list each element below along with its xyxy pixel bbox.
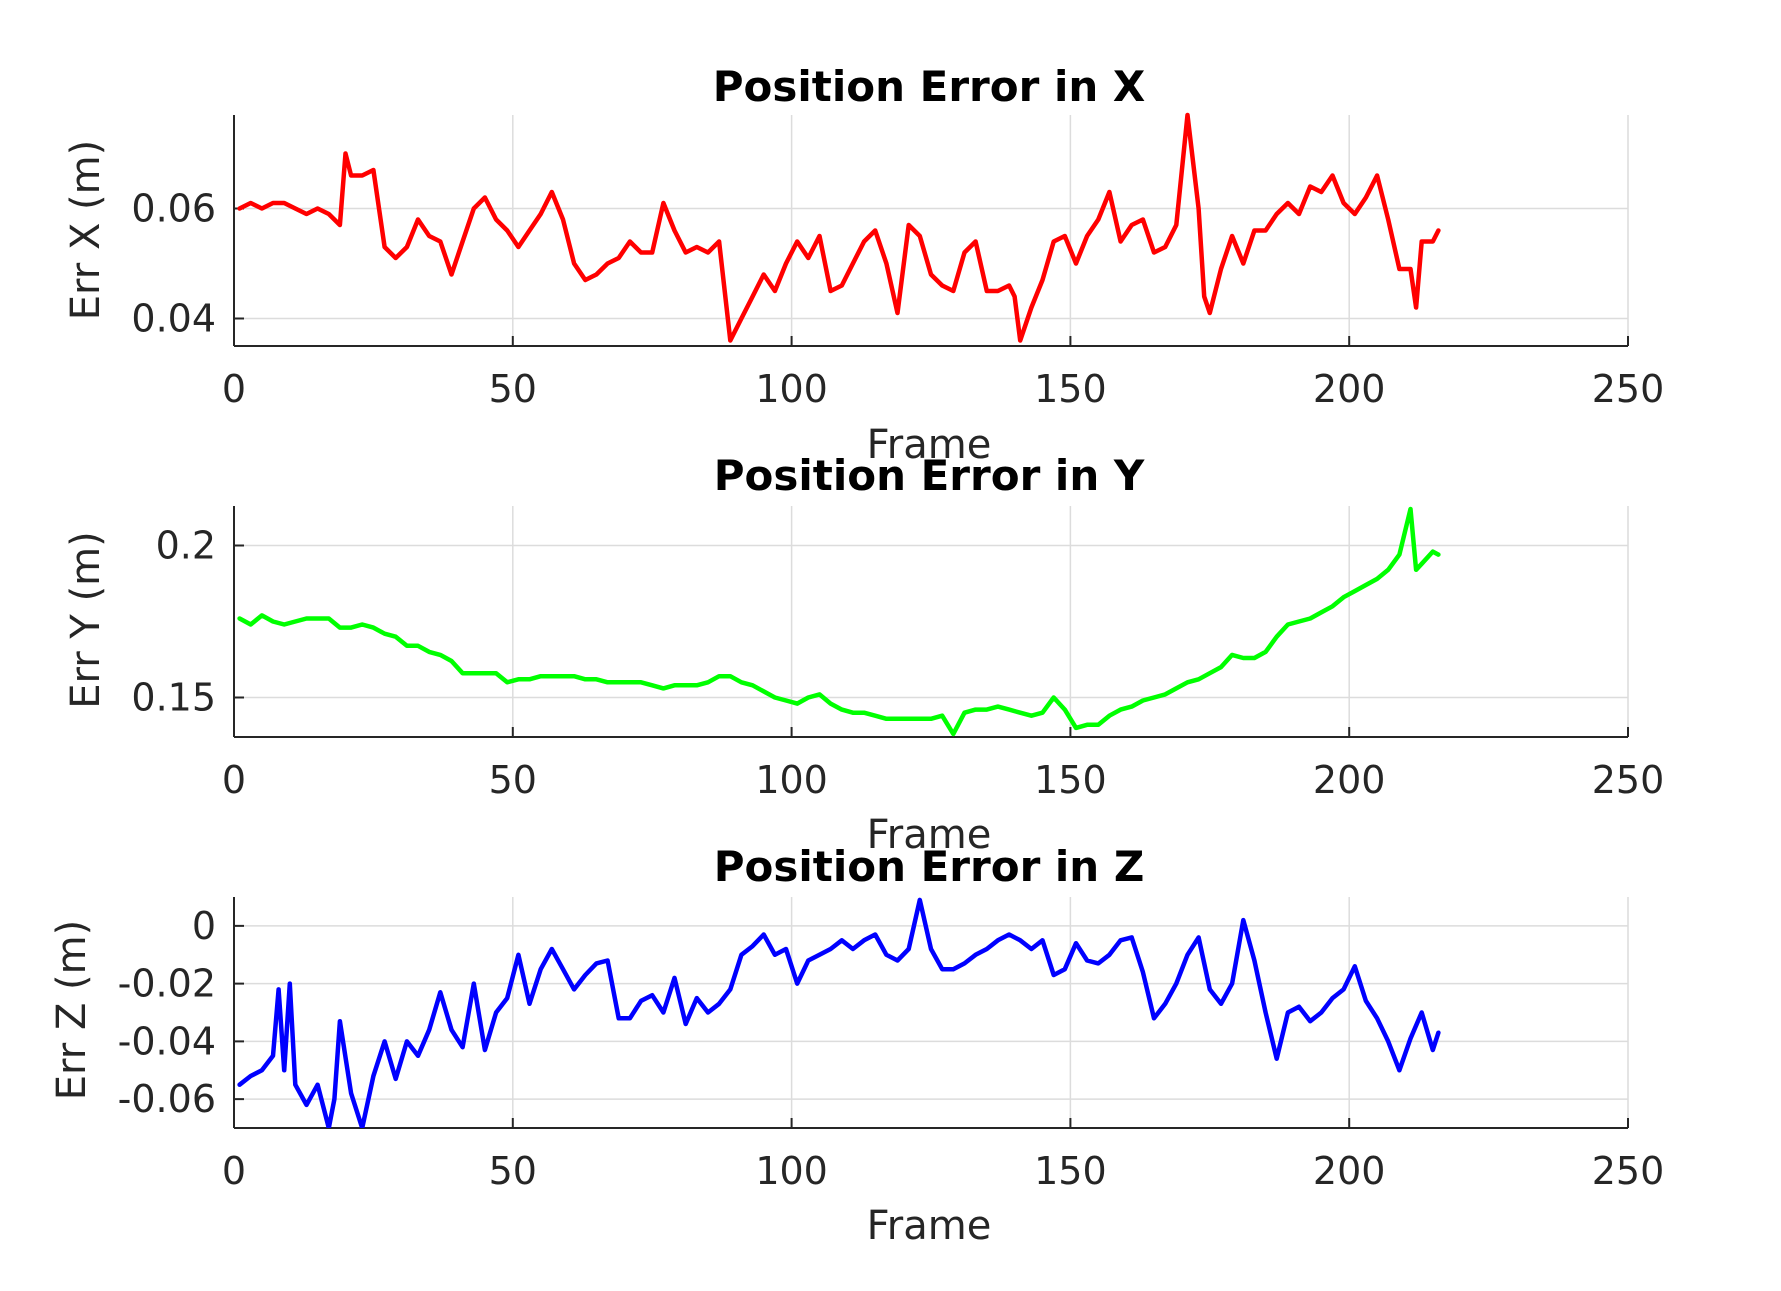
subplot-z-xtick-label-3: 150: [1034, 1149, 1107, 1193]
subplot-x-ytick-label-1: 0.06: [131, 187, 216, 231]
subplot-x-plot-area: 0 50 100 150 200 250 0.04 0.06: [131, 112, 1665, 411]
subplot-z-xtick-label-4: 200: [1313, 1149, 1386, 1193]
subplot-z-xtick-label-1: 50: [489, 1149, 537, 1193]
subplot-x-xtick-label-5: 250: [1592, 367, 1665, 411]
subplot-x: 0 50 100 150 200 250 0.04 0.06 Position Error i…: [63, 62, 1664, 468]
subplot-z-plot-area: 0 50 100 150 200 250 0 -0.02 -0.04 -0.06: [118, 897, 1665, 1193]
subplot-z-ytick-label-2: -0.04: [118, 1019, 216, 1063]
subplot-y-xtick-label-5: 250: [1592, 758, 1665, 802]
subplot-y-xtick-label-1: 50: [489, 758, 537, 802]
subplot-z-title: Position Error in Z: [714, 842, 1145, 891]
subplot-y-ytick-label-1: 0.2: [156, 524, 216, 568]
subplot-y-ylabel: Err Y (m): [63, 531, 109, 709]
subplot-x-xtick-label-1: 50: [489, 367, 537, 411]
subplot-y-ytick-label-0: 0.15: [131, 675, 216, 719]
subplot-z-ytick-label-0: 0: [192, 904, 216, 948]
subplot-x-series-line: [237, 112, 1441, 343]
subplot-y-xlabel: Frame: [867, 812, 992, 858]
subplot-y-series-line: [237, 506, 1441, 737]
subplot-z: 0 50 100 150 200 250 0 -0.02 -0.04 -0.06 Position…: [49, 842, 1664, 1249]
subplot-z-ylabel: Err Z (m): [49, 920, 95, 1100]
subplot-x-title: Position Error in X: [713, 62, 1146, 111]
subplot-y-xtick-label-2: 100: [755, 758, 828, 802]
subplot-x-xtick-label-3: 150: [1034, 367, 1107, 411]
subplot-x-ytick-label-0: 0.04: [131, 297, 216, 341]
subplot-x-xlabel: Frame: [867, 422, 992, 468]
subplot-z-xtick-label-0: 0: [222, 1149, 246, 1193]
subplot-z-xtick-label-2: 100: [755, 1149, 828, 1193]
subplot-y-xtick-label-0: 0: [222, 758, 246, 802]
subplot-y-plot-area: 0 50 100 150 200 250 0.15 0.2: [131, 506, 1664, 802]
subplot-x-xtick-label-4: 200: [1313, 367, 1386, 411]
subplot-y: 0 50 100 150 200 250 0.15 0.2 Position Error in…: [63, 451, 1664, 858]
subplot-y-title: Position Error in Y: [714, 451, 1145, 500]
subplot-x-xtick-label-0: 0: [222, 367, 246, 411]
subplot-x-ylabel: Err X (m): [63, 140, 109, 320]
subplot-z-series-line: [237, 897, 1441, 1128]
subplot-z-xtick-label-5: 250: [1592, 1149, 1665, 1193]
subplot-y-xtick-label-3: 150: [1034, 758, 1107, 802]
subplot-z-ytick-label-1: -0.02: [118, 962, 216, 1006]
subplot-y-xtick-label-4: 200: [1313, 758, 1386, 802]
subplot-z-xlabel: Frame: [867, 1203, 992, 1249]
subplot-x-xtick-label-2: 100: [755, 367, 828, 411]
subplot-z-ytick-label-3: -0.06: [118, 1077, 216, 1121]
